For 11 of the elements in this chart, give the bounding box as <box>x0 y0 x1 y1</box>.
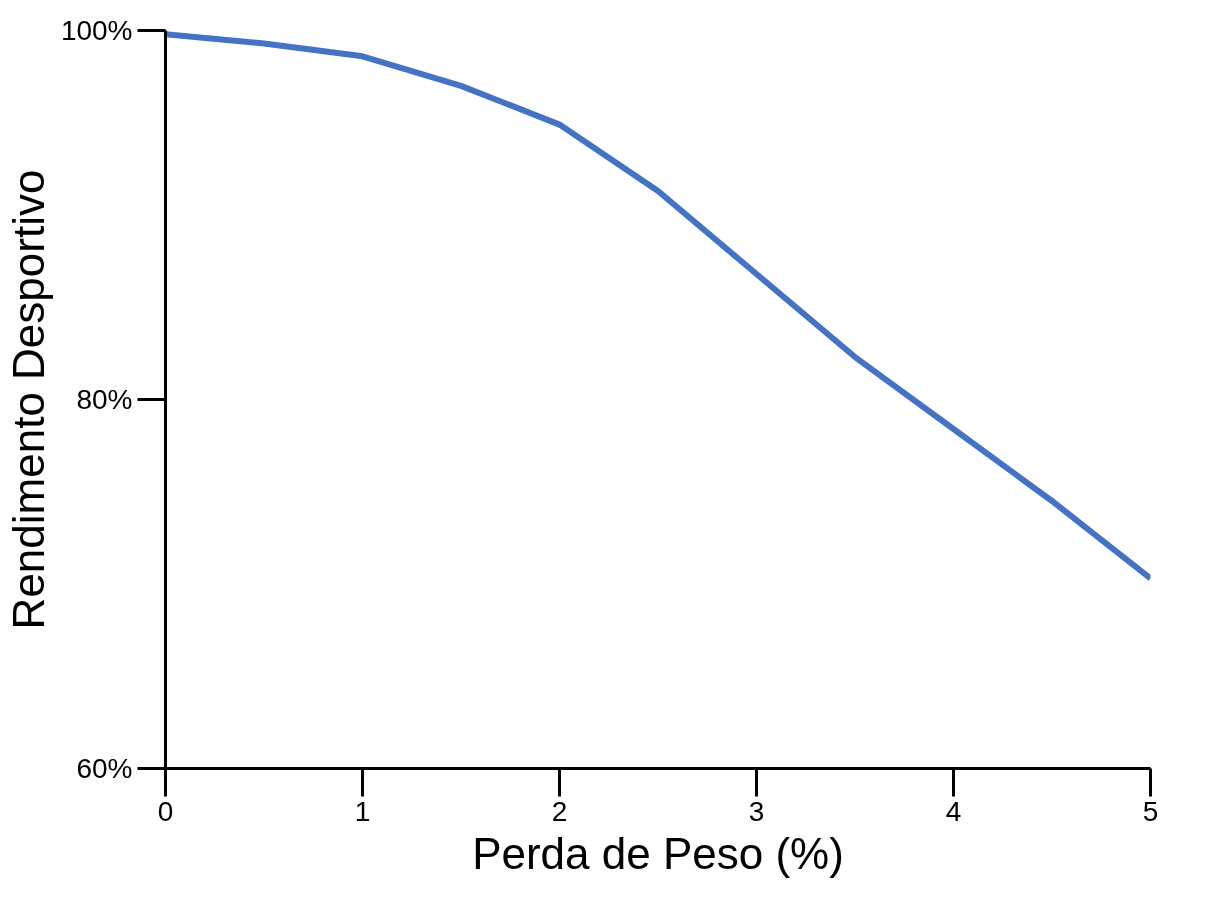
x-axis-title: Perda de Peso (%) <box>472 828 844 878</box>
x-tick-label: 2 <box>551 795 568 827</box>
x-tick-label: 0 <box>157 795 174 827</box>
x-tick-label: 3 <box>748 795 765 827</box>
y-tick-label: 80% <box>76 384 133 415</box>
x-tick-label: 4 <box>945 795 962 827</box>
x-tick-label: 5 <box>1142 795 1159 827</box>
y-axis-title: Rendimento Desportivo <box>3 169 53 630</box>
y-tick-label: 60% <box>76 753 133 784</box>
x-tick-label: 1 <box>354 795 371 827</box>
y-tick-label: 100% <box>60 15 133 46</box>
